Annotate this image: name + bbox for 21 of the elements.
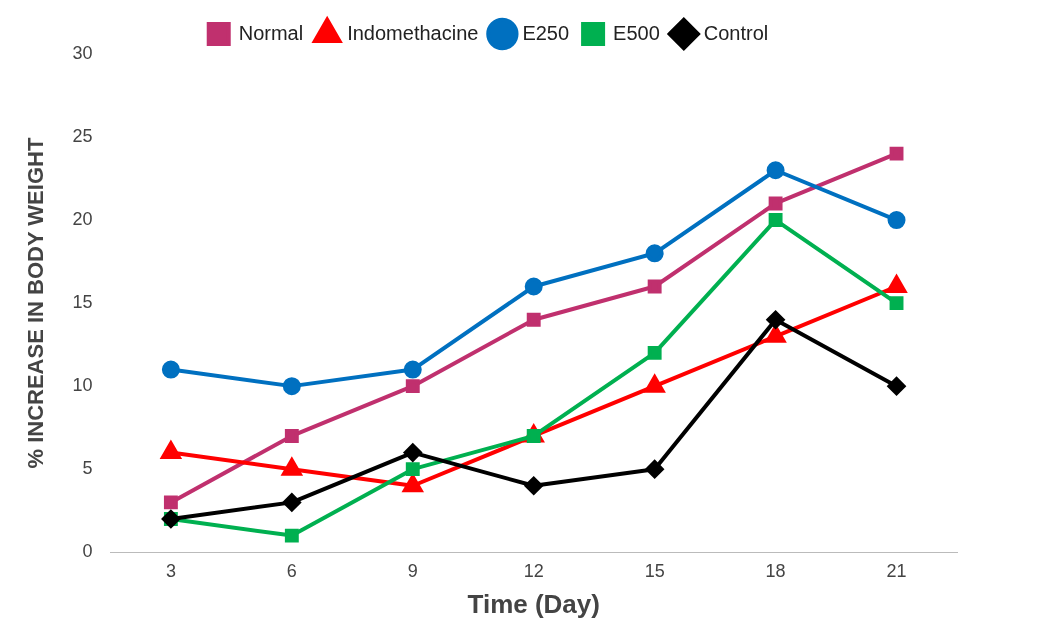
x-axis-title: Time (Day) (467, 588, 600, 619)
x-tick-label: 6 (286, 560, 297, 581)
y-tick-label: 30 (72, 42, 93, 63)
y-tick-label: 15 (72, 292, 93, 313)
legend-label: Control (703, 21, 769, 44)
y-tick-label: 5 (82, 458, 93, 479)
x-tick-label: 9 (407, 560, 418, 581)
x-tick-label: 15 (644, 560, 665, 581)
x-tick-label: 21 (886, 560, 907, 581)
y-tick-label: 20 (72, 209, 93, 230)
x-tick-label: 3 (165, 560, 176, 581)
legend-label: E250 (522, 21, 570, 44)
y-axis-title: % INCREASE IN BODY WEIGHT (23, 137, 49, 469)
y-tick-label: 0 (82, 541, 93, 562)
legend-label: Indomethacine (347, 21, 479, 44)
x-tick-label: 12 (523, 560, 544, 581)
legend-label: E500 (613, 21, 660, 44)
y-tick-label: 10 (72, 375, 93, 396)
legend-label: Normal (238, 21, 304, 44)
y-tick-label: 25 (72, 126, 93, 146)
x-tick-label: 18 (765, 560, 786, 581)
